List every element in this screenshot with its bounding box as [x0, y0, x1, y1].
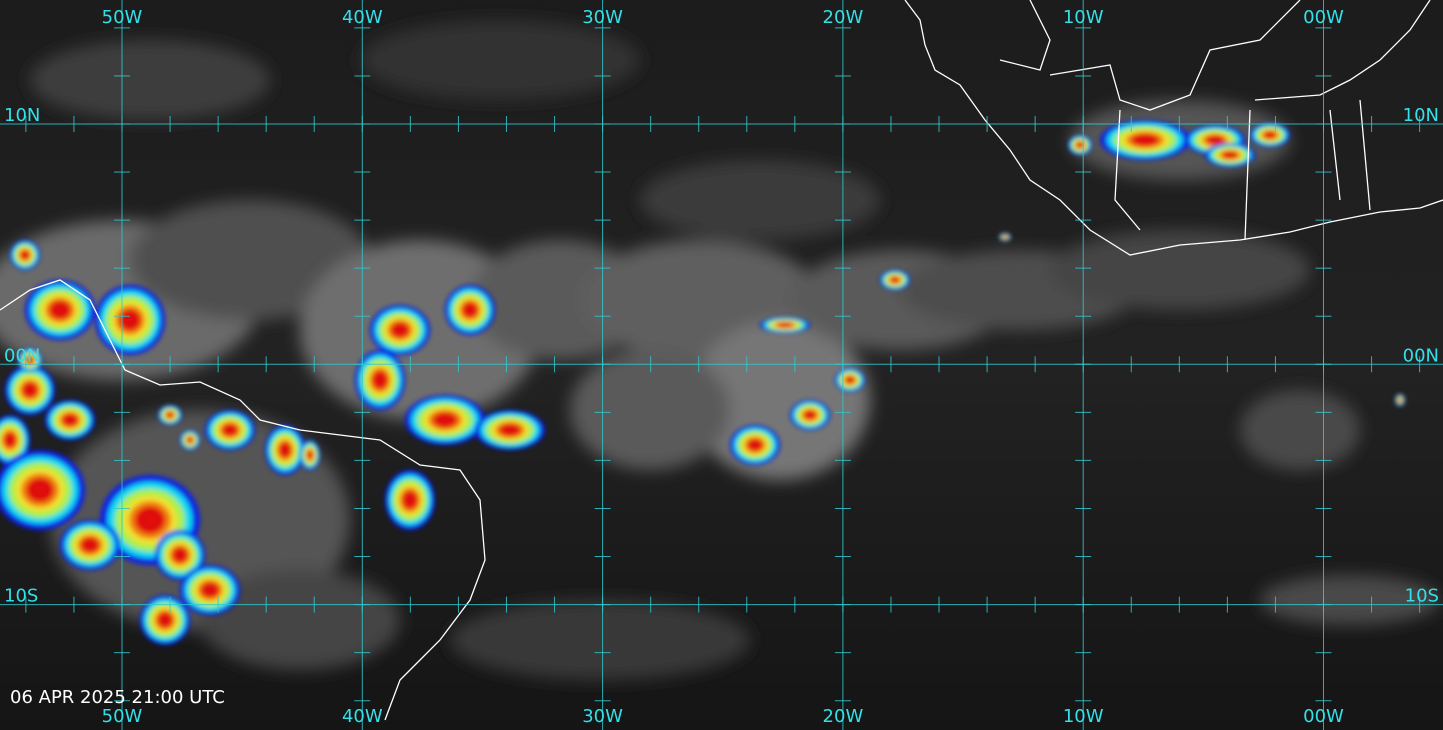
longitude-label-bottom: 00W: [1303, 706, 1344, 727]
coast-africa: [904, 0, 1443, 256]
longitude-label-top: 20W: [823, 7, 864, 28]
latitude-label-left: 10N: [4, 105, 40, 126]
cloud: [450, 600, 750, 680]
longitude-label-top: 40W: [342, 7, 383, 28]
storm-cell: [26, 478, 54, 502]
longitude-label-top: 10W: [1063, 7, 1104, 28]
cloud: [360, 20, 640, 100]
storm-cell: [157, 612, 173, 628]
storm-cell: [1003, 235, 1007, 239]
cloud: [1240, 390, 1360, 470]
cloud: [640, 160, 880, 240]
storm-cell: [81, 537, 99, 553]
storm-cell: [307, 450, 313, 460]
storm-cell: [499, 424, 521, 436]
storm-cell: [890, 277, 900, 283]
storm-cell: [26, 356, 34, 364]
cloud: [130, 200, 370, 320]
storm-cell: [187, 437, 193, 443]
storm-cell: [4, 432, 16, 448]
storm-cell: [119, 309, 141, 331]
storm-cell: [1076, 142, 1084, 148]
storm-cell: [462, 302, 478, 318]
longitude-label-bottom: 30W: [582, 706, 623, 727]
cloud: [570, 350, 730, 470]
storm-cell: [135, 506, 165, 534]
storm-cell: [22, 382, 38, 398]
border-lines: [999, 0, 1431, 241]
storm-cell: [391, 322, 409, 338]
storm-cell: [222, 424, 238, 436]
storm-cell: [777, 322, 793, 328]
latitude-label-left: 00N: [4, 345, 40, 366]
storm-cell: [172, 547, 188, 563]
cloud: [1260, 575, 1440, 625]
latitude-label-left: 10S: [4, 586, 38, 607]
latitude-label-right: 10S: [1405, 586, 1439, 607]
longitude-label-top: 50W: [102, 7, 143, 28]
storm-cell: [433, 412, 457, 428]
latitude-label-right: 00N: [1403, 345, 1439, 366]
storm-cell: [402, 491, 418, 509]
timestamp: 06 APR 2025 21:00 UTC: [10, 687, 225, 708]
storm-cell: [372, 371, 388, 389]
storm-cell: [1131, 134, 1159, 146]
coast-south-america: [0, 279, 486, 721]
storm-cell: [279, 442, 291, 458]
storm-cell: [1264, 131, 1276, 139]
storm-cell: [166, 412, 174, 418]
storm-cell: [1398, 398, 1402, 402]
storm-cell: [1206, 135, 1224, 145]
storm-cell: [49, 301, 71, 319]
grid-labels: 50W 50W 40W 40W 30W 30W 20W 20W 10W 10W 00W 00W 10N 1…: [4, 7, 1439, 727]
storm-cell: [747, 439, 763, 451]
storm-cell: [62, 414, 78, 426]
longitude-label-bottom: 40W: [342, 706, 383, 727]
cloud: [200, 570, 400, 670]
latitude-label-right: 10N: [1403, 105, 1439, 126]
longitude-label-top: 00W: [1303, 7, 1344, 28]
longitude-label-bottom: 20W: [823, 706, 864, 727]
storm-cell: [845, 376, 855, 384]
longitude-label-bottom: 50W: [102, 706, 143, 727]
cloud: [30, 40, 270, 120]
storm-cell: [201, 582, 219, 598]
storm-layer: [0, 120, 1405, 645]
storm-cell: [1222, 151, 1238, 159]
storm-cell: [804, 410, 816, 420]
longitude-label-bottom: 10W: [1063, 706, 1104, 727]
storm-cell: [20, 250, 30, 260]
cloud: [1050, 230, 1310, 310]
longitude-label-top: 30W: [582, 7, 623, 28]
